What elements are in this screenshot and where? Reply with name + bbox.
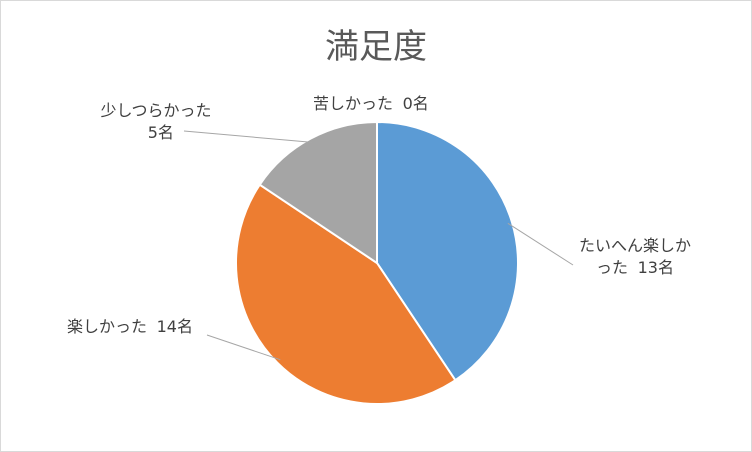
data-label: 楽しかった 14名 — [67, 316, 237, 338]
pie-slice — [258, 120, 378, 265]
value-label: 14名 — [156, 317, 193, 336]
value-label: 13名 — [637, 258, 674, 277]
category-label: 少しつらかった — [100, 101, 212, 120]
value-label: 0名 — [402, 94, 429, 113]
chart-title: 満足度 — [325, 27, 427, 67]
leader-line — [507, 222, 574, 266]
data-label: 苦しかった 0名 — [313, 93, 473, 115]
leader-line — [206, 334, 281, 361]
category-label: 楽しかった — [67, 317, 148, 336]
data-label: 少しつらかった 5名 — [93, 100, 219, 144]
value-label: 5名 — [147, 123, 174, 142]
data-label: たいへん楽しかった 13名 — [575, 235, 695, 279]
pie-slice — [235, 183, 457, 405]
category-label: 苦しかった — [313, 94, 394, 113]
leader-line — [183, 130, 313, 143]
category-label: たいへん楽しかった — [578, 236, 691, 277]
